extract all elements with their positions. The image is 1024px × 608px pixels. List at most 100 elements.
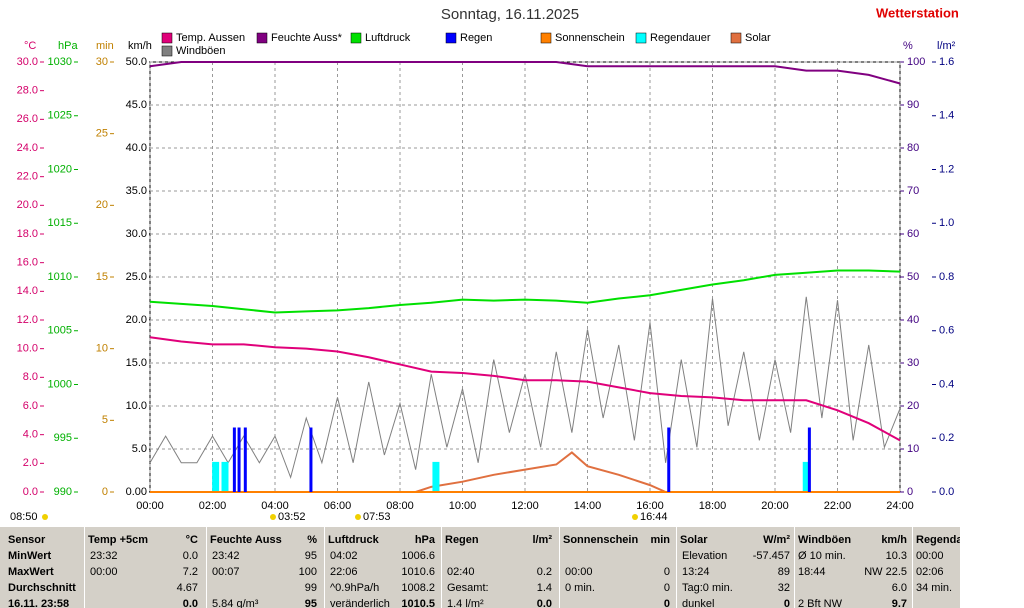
table-header: Windböen bbox=[798, 534, 852, 546]
table-cell: Durchschnitt bbox=[8, 582, 76, 594]
bar bbox=[221, 461, 229, 492]
y-tick-label: 15.0 bbox=[126, 357, 147, 369]
y-tick-label: 30.0 bbox=[126, 228, 147, 240]
table-unit: min bbox=[650, 534, 670, 546]
y-tick-label: 0 bbox=[907, 486, 913, 498]
y-tick-label: 90 bbox=[907, 99, 919, 111]
y-tick-label: 2.0 bbox=[23, 457, 38, 469]
series-line bbox=[149, 296, 901, 480]
axis-unit: % bbox=[903, 40, 913, 52]
series-line bbox=[149, 269, 901, 314]
column-divider bbox=[676, 527, 677, 608]
y-tick-label: 20.0 bbox=[126, 314, 147, 326]
stats-table: Sensor MinWert MaxWert Durchschnitt 16.11. 2… bbox=[0, 527, 960, 608]
table-value: 0 bbox=[663, 566, 670, 578]
bar bbox=[802, 461, 810, 492]
table-value: 0.0 bbox=[182, 550, 198, 562]
y-tick-label: 40 bbox=[907, 314, 919, 326]
table-cell: 02:06 bbox=[916, 566, 944, 578]
column-divider bbox=[441, 527, 442, 608]
table-cell: 00:00 bbox=[916, 550, 944, 562]
series-line bbox=[149, 61, 901, 85]
bar bbox=[212, 461, 220, 492]
axis-unit: l/m² bbox=[937, 40, 956, 52]
y-tick-label: 20 bbox=[96, 199, 108, 211]
table-header: Regendauer bbox=[916, 534, 960, 546]
y-tick-label: 1.6 bbox=[939, 56, 954, 68]
bar bbox=[432, 461, 440, 492]
y-tick-label: 5 bbox=[102, 414, 108, 426]
column-divider bbox=[912, 527, 913, 608]
axis-unit: hPa bbox=[58, 40, 78, 52]
y-tick-label: 30.0 bbox=[17, 56, 38, 68]
axis-unit: km/h bbox=[128, 40, 152, 52]
y-tick-label: 20.0 bbox=[17, 199, 38, 211]
table-value: 1006.6 bbox=[401, 550, 435, 562]
annotation: 08:50 bbox=[10, 511, 38, 523]
y-tick-label: 1.0 bbox=[939, 217, 954, 229]
table-cell: 00:07 bbox=[212, 566, 240, 578]
table-cell: Ø 10 min. bbox=[798, 550, 846, 562]
table-header: Solar bbox=[680, 534, 708, 546]
sun-icon bbox=[42, 514, 48, 520]
table-value: 1008.2 bbox=[401, 582, 435, 594]
y-tick-label: 40.0 bbox=[126, 142, 147, 154]
y-tick-label: 995 bbox=[54, 432, 72, 444]
table-header: Sensor bbox=[8, 534, 46, 546]
table-cell: 02:40 bbox=[447, 566, 475, 578]
table-value: 0.0 bbox=[182, 598, 198, 608]
y-tick-label: 22.0 bbox=[17, 171, 38, 183]
table-unit: % bbox=[307, 534, 317, 546]
table-cell: 23:42 bbox=[212, 550, 240, 562]
table-value: 0 bbox=[663, 598, 670, 608]
annotation: 16:44 bbox=[640, 511, 668, 523]
legend-swatch bbox=[540, 32, 552, 44]
column-divider bbox=[206, 527, 207, 608]
table-cell: 5.84 g/m³ bbox=[212, 598, 259, 608]
y-tick-label: 80 bbox=[907, 142, 919, 154]
annotation: 07:53 bbox=[363, 511, 391, 523]
bar bbox=[232, 427, 236, 492]
x-tick-label: 08:00 bbox=[386, 500, 414, 512]
legend-swatch bbox=[635, 32, 647, 44]
y-tick-label: 28.0 bbox=[17, 85, 38, 97]
table-cell: MaxWert bbox=[8, 566, 54, 578]
y-tick-label: 0.8 bbox=[939, 271, 954, 283]
table-value: 9.7 bbox=[891, 598, 907, 608]
legend-label: Windböen bbox=[176, 45, 226, 57]
table-value: 1010.6 bbox=[401, 566, 435, 578]
column-divider bbox=[324, 527, 325, 608]
bar bbox=[807, 427, 811, 492]
legend-label: Feuchte Auss* bbox=[271, 32, 343, 44]
y-tick-label: 18.0 bbox=[17, 228, 38, 240]
y-tick-label: 25 bbox=[96, 128, 108, 140]
y-tick-label: 0.4 bbox=[939, 378, 954, 390]
y-tick-label: 16.0 bbox=[17, 257, 38, 269]
y-tick-label: 1020 bbox=[48, 163, 72, 175]
x-tick-label: 16:00 bbox=[636, 500, 664, 512]
table-header: Regen bbox=[445, 534, 479, 546]
y-tick-label: 24.0 bbox=[17, 142, 38, 154]
table-cell: Tag:0 min. bbox=[682, 582, 733, 594]
table-unit: hPa bbox=[414, 534, 435, 546]
y-tick-label: 990 bbox=[54, 486, 72, 498]
legend-label: Regendauer bbox=[650, 32, 711, 44]
x-tick-label: 18:00 bbox=[699, 500, 727, 512]
y-tick-label: 0.0 bbox=[939, 486, 954, 498]
y-tick-label: 10 bbox=[96, 343, 108, 355]
x-tick-label: 00:00 bbox=[136, 500, 164, 512]
y-tick-label: 10.0 bbox=[17, 343, 38, 355]
y-tick-label: 1000 bbox=[48, 378, 72, 390]
table-value: -57.457 bbox=[752, 550, 790, 562]
y-tick-label: 0.2 bbox=[939, 432, 954, 444]
y-tick-label: 0.00 bbox=[126, 486, 147, 498]
table-value: 0 bbox=[783, 598, 790, 608]
legend-swatch bbox=[350, 32, 362, 44]
table-unit: l/m² bbox=[532, 534, 552, 546]
table-unit: W/m² bbox=[763, 534, 790, 546]
y-tick-label: 20 bbox=[907, 400, 919, 412]
x-tick-label: 04:00 bbox=[261, 500, 289, 512]
series-line bbox=[149, 336, 901, 442]
y-tick-label: 1025 bbox=[48, 110, 72, 122]
